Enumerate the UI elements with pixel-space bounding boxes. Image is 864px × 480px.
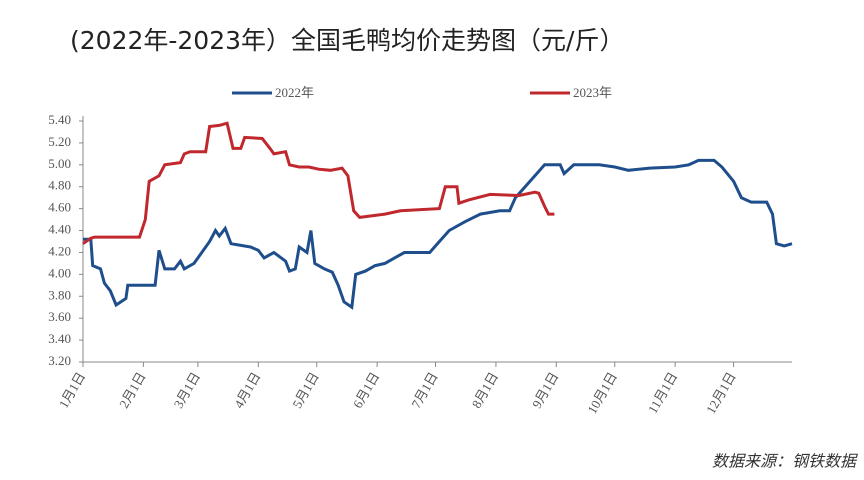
x-tick-label: 7月1日 — [408, 369, 440, 410]
x-tick-label: 1月1日 — [56, 369, 88, 410]
x-tick-label: 9月1日 — [529, 369, 561, 410]
x-tick-label: 10月1日 — [584, 369, 620, 416]
legend-label: 2022年 — [275, 85, 314, 100]
x-tick-label: 2月1日 — [116, 369, 148, 410]
y-tick-label: 5.20 — [48, 134, 71, 149]
y-tick-label: 4.20 — [48, 243, 71, 258]
y-tick-label: 3.40 — [48, 331, 71, 346]
y-tick-label: 3.20 — [48, 353, 71, 368]
y-tick-label: 5.00 — [48, 156, 71, 171]
x-tick-label: 3月1日 — [171, 369, 203, 410]
x-tick-label: 4月1日 — [231, 369, 263, 410]
series-line — [83, 158, 793, 310]
y-tick-label: 3.80 — [48, 287, 71, 302]
legend-label: 2023年 — [573, 85, 612, 100]
y-tick-label: 4.00 — [48, 265, 71, 280]
series-line — [82, 121, 555, 245]
source-note: 数据来源：钢铁数据 — [712, 452, 858, 471]
y-tick-label: 4.60 — [48, 200, 71, 215]
x-tick-label: 11月1日 — [645, 369, 681, 415]
y-tick-label: 3.60 — [48, 309, 71, 324]
x-tick-label: 6月1日 — [350, 369, 382, 410]
y-tick-label: 4.40 — [48, 222, 71, 237]
x-tick-label: 5月1日 — [289, 369, 321, 410]
y-tick-label: 5.40 — [48, 112, 71, 127]
x-tick-label: 12月1日 — [703, 369, 739, 416]
y-tick-label: 4.80 — [48, 178, 71, 193]
chart-title: (2022年-2023年）全国毛鸭均价走势图（元/斤） — [70, 26, 624, 55]
x-tick-label: 8月1日 — [469, 369, 501, 410]
